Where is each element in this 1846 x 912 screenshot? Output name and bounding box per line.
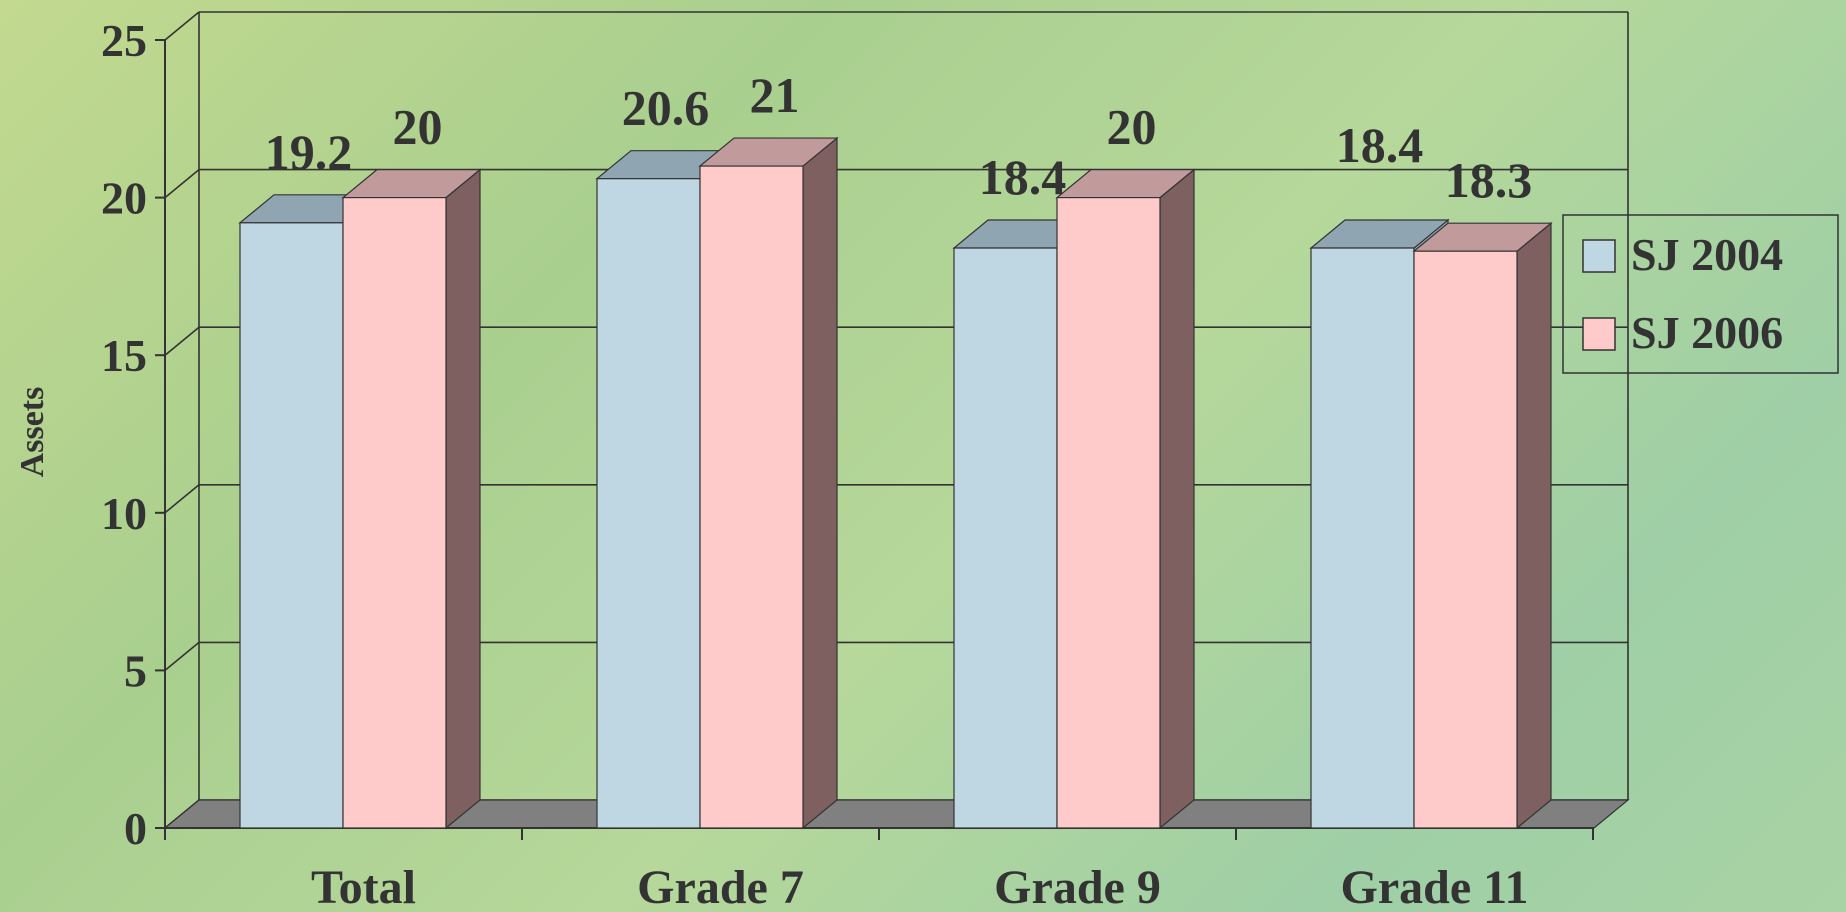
x-tick-label: Grade 7 bbox=[637, 861, 804, 912]
legend-label: SJ 2006 bbox=[1631, 307, 1783, 358]
bar bbox=[239, 222, 344, 829]
y-tick-labels: 0 5 10 15 20 25 bbox=[101, 15, 147, 854]
x-tick-labels: Total Grade 7 Grade 9 Grade 11 bbox=[311, 861, 1528, 912]
data-label: 18.3 bbox=[1445, 152, 1533, 208]
legend-label: SJ 2004 bbox=[1631, 229, 1783, 280]
y-tick-label: 10 bbox=[101, 488, 147, 539]
bar bbox=[596, 178, 701, 829]
bar-side bbox=[445, 168, 481, 830]
bars bbox=[238, 136, 1553, 830]
bar bbox=[1056, 197, 1161, 829]
bar bbox=[1413, 250, 1518, 829]
legend: SJ 2004 SJ 2006 bbox=[1562, 214, 1839, 374]
legend-swatch bbox=[1582, 239, 1616, 273]
gridline-side bbox=[164, 641, 200, 672]
legend-box bbox=[1562, 214, 1839, 374]
legend-swatch bbox=[1582, 317, 1616, 351]
y-tick-label: 15 bbox=[101, 330, 147, 381]
data-label: 19.2 bbox=[265, 124, 353, 180]
x-tick-label: Grade 9 bbox=[994, 861, 1161, 912]
x-tick-label: Total bbox=[311, 861, 416, 912]
x-tick-label: Grade 11 bbox=[1341, 861, 1529, 912]
y-axis-label: Assets bbox=[14, 387, 51, 478]
y-tick-label: 20 bbox=[101, 173, 147, 224]
y-tick-label: 0 bbox=[124, 803, 147, 854]
y-tick-label: 25 bbox=[101, 15, 147, 66]
bar-side bbox=[1516, 221, 1552, 830]
data-label: 20.6 bbox=[622, 80, 710, 136]
data-labels: 19.2 20 20.6 21 18.4 20 18.4 18.3 bbox=[265, 67, 1533, 208]
bar bbox=[699, 165, 804, 829]
bar bbox=[953, 247, 1058, 829]
data-label: 18.4 bbox=[1336, 117, 1424, 173]
gridline-side bbox=[164, 11, 200, 41]
data-label: 18.4 bbox=[979, 149, 1067, 205]
gridline-side bbox=[164, 326, 200, 356]
gridline-side bbox=[164, 484, 200, 514]
bar bbox=[342, 197, 447, 829]
bar bbox=[1310, 247, 1415, 829]
gridline-side bbox=[164, 168, 200, 199]
bar-side bbox=[1159, 168, 1195, 830]
data-label: 20 bbox=[1107, 99, 1157, 155]
data-label: 21 bbox=[750, 67, 800, 123]
data-label: 20 bbox=[393, 99, 443, 155]
y-tick-label: 5 bbox=[124, 645, 147, 696]
bar-side bbox=[802, 136, 838, 830]
